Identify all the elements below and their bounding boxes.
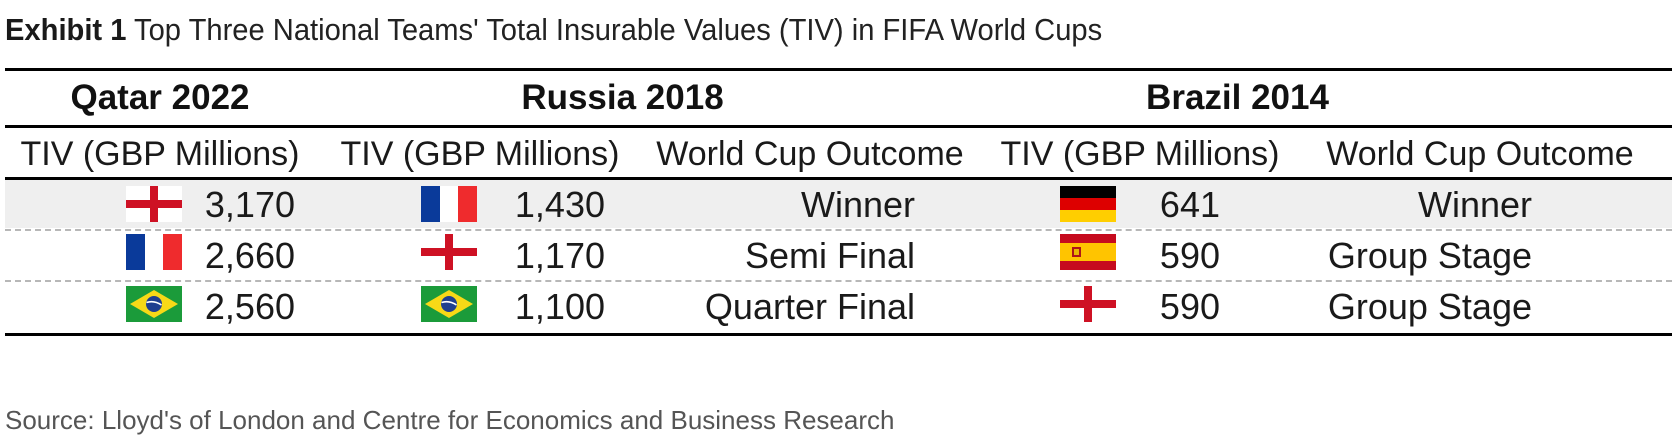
outcome-value: Group Stage	[1327, 235, 1532, 276]
tiv-value: 3,170	[204, 184, 295, 225]
tiv-value: 1,100	[514, 286, 605, 327]
row-divider	[5, 229, 1672, 231]
column-header-outcome: World Cup Outcome	[656, 135, 964, 173]
group-header-brazil-2014: Brazil 2014	[1146, 78, 1329, 117]
group-header-russia-2018: Russia 2018	[521, 78, 724, 117]
column-header-tiv: TIV (GBP Millions)	[1000, 135, 1280, 173]
outcome-value: Winner	[1417, 184, 1532, 225]
exhibit-title: Exhibit 1 Top Three National Teams' Tota…	[5, 6, 1102, 54]
source-note: Source: Lloyd's of London and Centre for…	[5, 405, 895, 435]
england-flag-icon	[126, 186, 182, 222]
column-header-tiv: TIV (GBP Millions)	[20, 135, 300, 173]
row-band	[5, 180, 1672, 228]
tiv-value: 641	[1159, 184, 1220, 225]
exhibit-title-text: Top Three National Teams' Total Insurabl…	[134, 12, 1103, 47]
france-flag-icon	[126, 234, 182, 270]
brazil-flag-icon	[421, 286, 477, 322]
outcome-value: Quarter Final	[704, 286, 915, 327]
tiv-value: 1,430	[514, 184, 605, 225]
germany-flag-icon	[1060, 186, 1116, 222]
group-header-rule	[5, 125, 1672, 128]
outcome-value: Winner	[800, 184, 915, 225]
england-flag-icon	[421, 234, 477, 270]
outcome-value: Semi Final	[744, 235, 915, 276]
exhibit-label: Exhibit 1	[5, 12, 127, 47]
group-header-qatar-2022: Qatar 2022	[70, 78, 250, 117]
spain-flag-icon	[1060, 234, 1116, 270]
column-header-tiv: TIV (GBP Millions)	[340, 135, 620, 173]
table-bottom-rule	[5, 333, 1672, 336]
tiv-value: 590	[1159, 286, 1220, 327]
brazil-flag-icon	[126, 286, 182, 322]
tiv-value: 2,560	[204, 286, 295, 327]
france-flag-icon	[421, 186, 477, 222]
table-top-rule	[5, 68, 1672, 71]
england-flag-icon	[1060, 286, 1116, 322]
row-divider	[5, 280, 1672, 282]
column-header-rule	[5, 177, 1672, 180]
column-header-outcome: World Cup Outcome	[1326, 135, 1634, 173]
outcome-value: Group Stage	[1327, 286, 1532, 327]
tiv-value: 590	[1159, 235, 1220, 276]
tiv-value: 2,660	[204, 235, 295, 276]
tiv-value: 1,170	[514, 235, 605, 276]
